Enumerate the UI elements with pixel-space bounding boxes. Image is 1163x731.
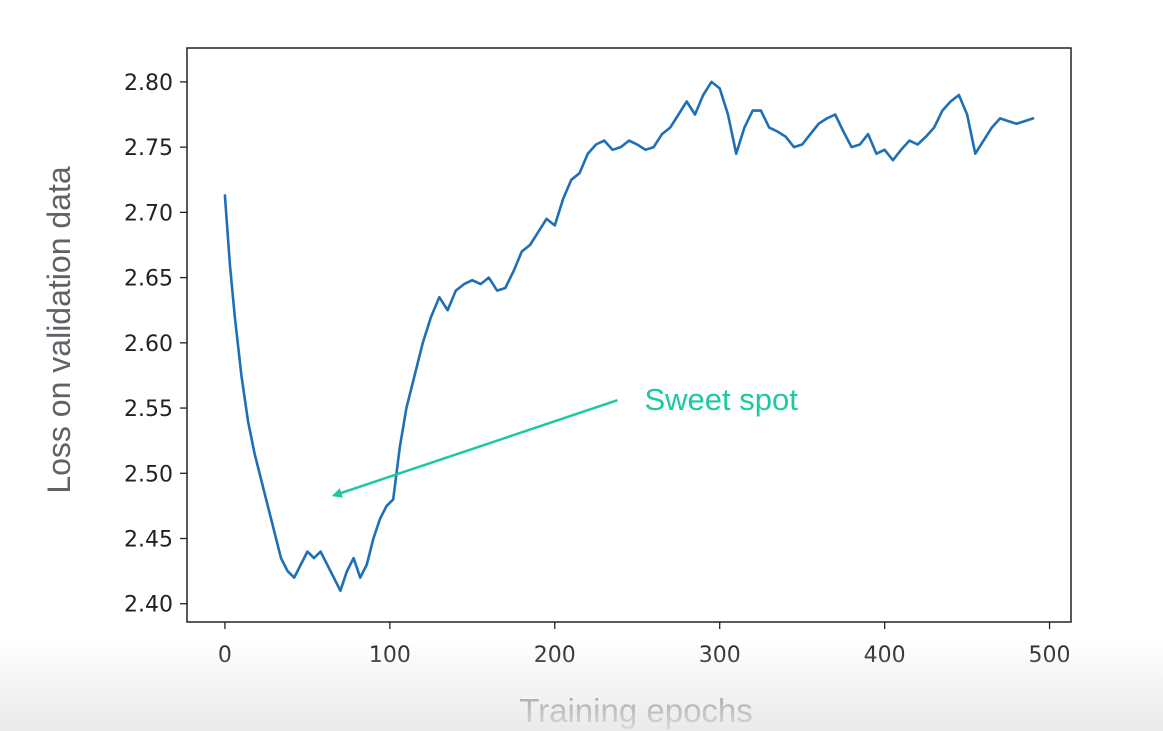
x-tick-label: 100	[369, 643, 411, 668]
x-axis-label: Training epochs	[519, 692, 753, 729]
x-tick-label: 0	[218, 643, 232, 668]
x-tick-label: 300	[699, 643, 741, 668]
annotation-layer: Sweet spot	[331, 382, 798, 498]
y-tick-marks	[180, 81, 187, 605]
x-tick-label: 400	[864, 643, 906, 668]
series-layer	[223, 80, 1035, 593]
x-tick-label: 200	[534, 643, 576, 668]
x-tick-marks	[224, 622, 1051, 629]
y-tick-labels: 2.40 2.45 2.50 2.55 2.60 2.65 2.70 2.75 2.80	[124, 71, 173, 618]
y-tick-label: 2.55	[124, 397, 173, 422]
y-tick-label: 2.80	[124, 71, 173, 96]
y-tick-label: 2.50	[124, 462, 173, 487]
plot-area-frame	[186, 47, 1072, 623]
x-tick-label: 500	[1029, 643, 1071, 668]
y-tick-label: 2.60	[124, 332, 173, 357]
y-tick-label: 2.70	[124, 201, 173, 226]
y-tick-label: 2.45	[124, 528, 173, 553]
y-tick-label: 2.75	[124, 136, 173, 161]
validation-loss-line	[223, 80, 1035, 593]
x-tick-labels: 0 100 200 300 400 500	[218, 643, 1071, 668]
y-tick-label: 2.65	[124, 267, 173, 292]
sweet-spot-arrow	[331, 399, 618, 498]
y-axis-label: Loss on validation data	[41, 166, 77, 494]
sweet-spot-annotation: Sweet spot	[644, 382, 798, 417]
y-tick-label: 2.40	[124, 593, 173, 618]
